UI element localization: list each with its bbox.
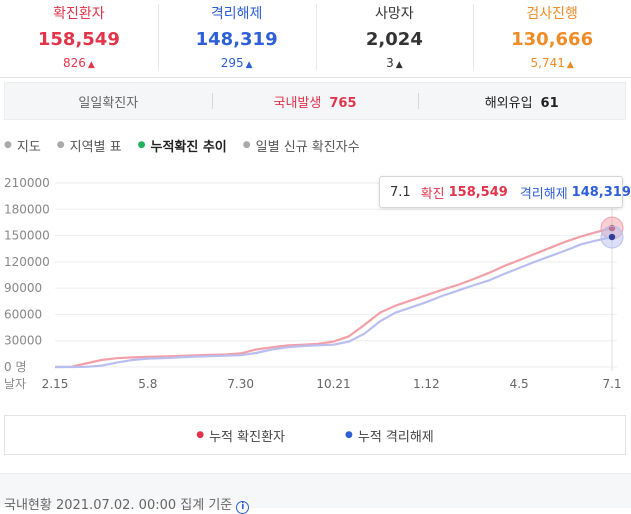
x-tick-label: 5.8 xyxy=(138,377,157,391)
tooltip-date: 7.1 xyxy=(390,184,411,200)
x-tick-label: 7.30 xyxy=(227,377,254,391)
legend-label-confirmed: 누적 확진환자 xyxy=(209,429,285,445)
stat-testing-value: 130,666 xyxy=(511,29,594,50)
stat-released-delta: 295 ▲ xyxy=(220,56,253,70)
tab-cumulative-trend[interactable]: ● 누적확진 추이 xyxy=(137,139,227,155)
x-tick-label: 2.15 xyxy=(42,377,69,391)
stat-released-label: 격리해제 xyxy=(210,6,263,22)
legend-item-confirmed[interactable]: ● 누적 확진환자 xyxy=(196,426,285,445)
stat-confirmed-label: 확진환자 xyxy=(53,6,105,22)
stat-testing-delta: 5,741 ▲ xyxy=(530,56,574,70)
cumulative-chart: 0 명 30000 60000 90000 120000 150000 180000 2100… xyxy=(4,176,624,391)
legend-dot-icon: ● xyxy=(345,430,353,440)
bullet-icon: ● xyxy=(56,140,65,150)
up-arrow-icon: ▲ xyxy=(245,60,253,70)
y-tick-label: 60000 xyxy=(4,307,42,321)
tooltip-confirmed-value: 158,549 xyxy=(448,184,508,200)
stat-confirmed-value: 158,549 xyxy=(37,29,120,50)
stat-deaths-label: 사망자 xyxy=(375,6,414,22)
y-tick-label: 0 명 xyxy=(4,360,27,374)
stats-summary: 확진환자 158,549 826 ▲ 격리해제 148,319 295 ▲ 사망자 … xyxy=(0,0,631,78)
tooltip-confirmed-label: 확진 xyxy=(420,186,445,202)
x-tick-label: 10.21 xyxy=(316,377,350,391)
stat-confirmed-delta: 826 ▲ xyxy=(62,56,95,70)
chart-legend: ● 누적 확진환자 ● 누적 격리해제 xyxy=(4,415,626,455)
legend-item-released[interactable]: ● 누적 격리해제 xyxy=(345,426,434,445)
legend-label-released: 누적 격리해제 xyxy=(357,429,434,445)
legend-dot-icon: ● xyxy=(196,430,205,440)
up-arrow-icon: ▲ xyxy=(87,60,95,70)
stat-deaths-delta: 3 ▲ xyxy=(386,56,403,70)
tooltip-released-value: 148,319 xyxy=(571,184,631,200)
tooltip-released-label: 격리해제 xyxy=(519,186,568,202)
stat-deaths: 사망자 2,024 3 ▲ xyxy=(315,0,474,77)
footer: 국내현황 2021.07.02. 00:00 집계 기준 i xyxy=(0,473,631,514)
tab-daily-new[interactable]: ● 일별 신규 확진자수 xyxy=(242,139,360,155)
released-line xyxy=(55,235,613,369)
x-axis-title: 날자 xyxy=(4,377,26,391)
confirmed-line xyxy=(54,227,613,369)
released-marker xyxy=(608,233,616,241)
bullet-icon: ● xyxy=(137,140,146,150)
x-tick-label: 7.1 xyxy=(602,377,621,391)
tab-map[interactable]: ● 지도 xyxy=(4,139,41,155)
up-arrow-icon: ▲ xyxy=(566,60,574,70)
y-tick-label: 210000 xyxy=(4,176,50,190)
footer-text: 국내현황 2021.07.02. 00:00 집계 기준 i xyxy=(4,494,250,514)
x-tick-label: 4.5 xyxy=(510,377,529,391)
x-tick-label: 1.12 xyxy=(413,377,440,391)
up-arrow-icon: ▲ xyxy=(395,60,403,70)
daily-cases-bar: 일일확진자 국내발생 765 해외유입 61 xyxy=(4,82,626,120)
view-tabs: ● 지도 ● 지역별 표 ● 누적확진 추이 ● 일별 신규 확진자수 xyxy=(4,136,376,155)
y-tick-label: 120000 xyxy=(4,255,50,269)
chart-tooltip: 7.1 확진 158,549 격리해제 148,319 xyxy=(379,176,631,208)
stat-testing: 검사진행 130,666 5,741 ▲ xyxy=(473,0,631,77)
overseas-cases[interactable]: 해외유입 61 xyxy=(418,92,625,111)
y-tick-label: 90000 xyxy=(4,281,42,295)
domestic-cases[interactable]: 국내발생 765 xyxy=(211,92,419,111)
tab-region-table[interactable]: ● 지역별 표 xyxy=(56,139,122,155)
bullet-icon: ● xyxy=(242,140,251,150)
bullet-icon: ● xyxy=(4,140,12,150)
daily-cases-label[interactable]: 일일확진자 xyxy=(78,95,139,111)
y-tick-label: 30000 xyxy=(4,334,42,348)
stat-testing-label: 검사진행 xyxy=(526,6,578,22)
y-tick-label: 180000 xyxy=(4,202,50,216)
stat-released-value: 148,319 xyxy=(195,29,278,50)
y-tick-label: 150000 xyxy=(4,229,50,243)
stat-confirmed: 확진환자 158,549 826 ▲ xyxy=(0,0,158,77)
stat-deaths-value: 2,024 xyxy=(365,29,423,50)
stat-released: 격리해제 148,319 295 ▲ xyxy=(157,0,316,77)
